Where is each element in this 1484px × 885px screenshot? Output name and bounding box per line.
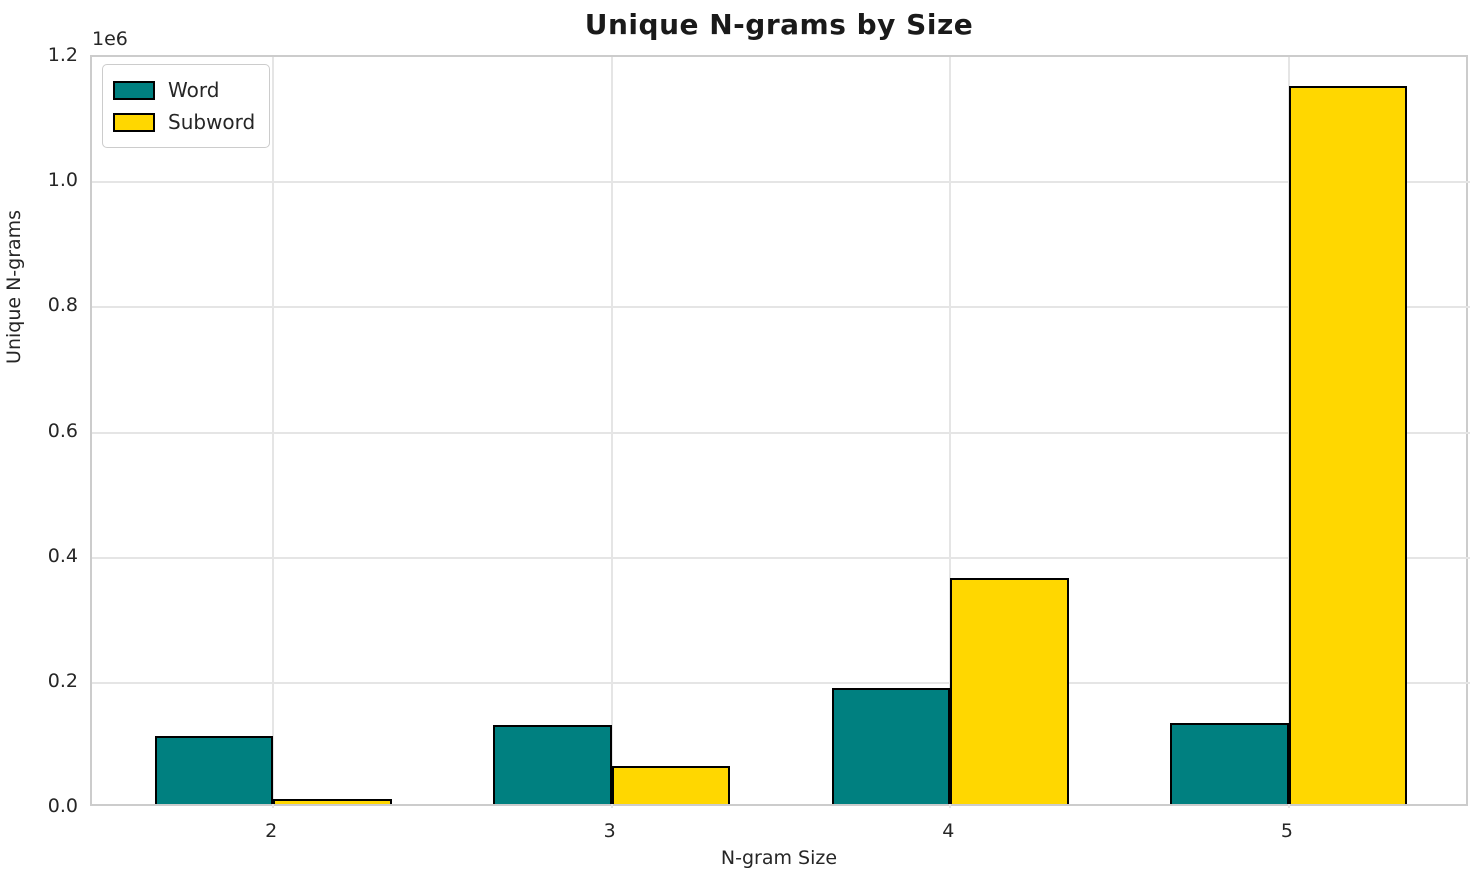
x-tick-label: 5 [1280, 820, 1293, 842]
y-tick-label: 0.6 [47, 419, 78, 442]
legend: Word Subword [102, 64, 271, 148]
y-gridline [92, 306, 1470, 309]
y-tick-label: 0.0 [47, 795, 78, 817]
bar-subword-2 [273, 799, 392, 804]
bar-subword-3 [611, 765, 731, 804]
y-gridline [92, 556, 1470, 559]
x-axis-label: N-gram Size [720, 847, 838, 869]
bar-word-3 [493, 724, 612, 804]
legend-item-subword: Subword [113, 106, 255, 138]
y-tick-label: 0.2 [47, 669, 78, 692]
y-gridline [92, 431, 1470, 434]
x-gridline [949, 57, 952, 808]
bar-word-4 [831, 688, 951, 804]
legend-swatch-subword [113, 112, 155, 132]
y-tick-label: 1.0 [47, 169, 78, 192]
y-tick-label: 0.8 [47, 294, 78, 317]
x-gridline [610, 57, 613, 808]
bar-word-5 [1170, 723, 1289, 804]
x-tick-label: 3 [603, 820, 616, 842]
legend-label: Word [168, 78, 220, 102]
y-tick-label: 0.4 [47, 544, 78, 567]
legend-label: Subword [168, 110, 256, 134]
chart-title: Unique N-grams by Size [584, 8, 974, 41]
legend-swatch-word [113, 80, 155, 100]
x-tick-label: 4 [942, 820, 955, 842]
plot-area: Word Subword [90, 55, 1470, 808]
y-axis-label: Unique N-grams [3, 209, 25, 364]
y-axis-offset-text: 1e6 [92, 28, 128, 50]
y-tick-label: 1.2 [47, 44, 78, 66]
x-gridline [272, 57, 275, 808]
bar-word-2 [154, 735, 274, 804]
y-gridline [92, 681, 1470, 684]
bar-subword-5 [1288, 85, 1408, 804]
legend-item-word: Word [113, 74, 255, 106]
y-gridline [92, 181, 1470, 184]
bar-subword-4 [950, 578, 1069, 804]
x-tick-label: 2 [265, 820, 278, 842]
